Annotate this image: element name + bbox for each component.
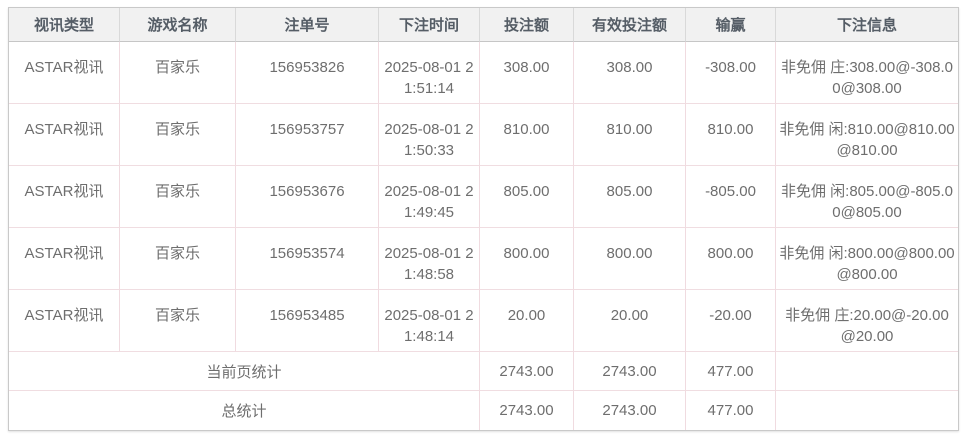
cell-valid-bet-amount: 20.00: [574, 290, 686, 352]
cell-bet-time: 2025-08-01 21:51:14: [379, 42, 480, 104]
header-win-loss: 输赢: [686, 8, 776, 42]
table-header: 视讯类型 游戏名称 注单号 下注时间 投注额 有效投注额 输赢 下注信息: [9, 8, 958, 42]
cell-win-loss: 800.00: [686, 228, 776, 290]
cell-win-loss: -805.00: [686, 166, 776, 228]
cell-bet-info: 非免佣 闲:810.00@810.00@810.00: [776, 104, 958, 166]
header-row: 视讯类型 游戏名称 注单号 下注时间 投注额 有效投注额 输赢 下注信息: [9, 8, 958, 42]
cell-valid-bet-amount: 308.00: [574, 42, 686, 104]
cell-game-name: 百家乐: [120, 166, 236, 228]
header-order-no: 注单号: [236, 8, 379, 42]
cell-valid-bet-amount: 800.00: [574, 228, 686, 290]
cell-bet-amount: 810.00: [480, 104, 574, 166]
cell-game-name: 百家乐: [120, 42, 236, 104]
cell-order-no: 156953826: [236, 42, 379, 104]
summary-label: 总统计: [9, 391, 480, 430]
cell-bet-time: 2025-08-01 21:49:45: [379, 166, 480, 228]
table-footer: 当前页统计 2743.00 2743.00 477.00 总统计 2743.00…: [9, 352, 958, 430]
header-video-type: 视讯类型: [9, 8, 120, 42]
cell-game-name: 百家乐: [120, 228, 236, 290]
cell-bet-time: 2025-08-01 21:50:33: [379, 104, 480, 166]
cell-video-type: ASTAR视讯: [9, 42, 120, 104]
header-bet-amount: 投注额: [480, 8, 574, 42]
table-row: ASTAR视讯 百家乐 156953826 2025-08-01 21:51:1…: [9, 42, 958, 104]
summary-win-loss: 477.00: [686, 391, 776, 430]
bet-records-table: 视讯类型 游戏名称 注单号 下注时间 投注额 有效投注额 输赢 下注信息 AST…: [8, 7, 959, 431]
cell-bet-amount: 805.00: [480, 166, 574, 228]
header-game-name: 游戏名称: [120, 8, 236, 42]
cell-bet-info: 非免佣 闲:800.00@800.00@800.00: [776, 228, 958, 290]
summary-valid-bet-amount: 2743.00: [574, 391, 686, 430]
cell-valid-bet-amount: 810.00: [574, 104, 686, 166]
cell-win-loss: -308.00: [686, 42, 776, 104]
table-row: ASTAR视讯 百家乐 156953757 2025-08-01 21:50:3…: [9, 104, 958, 166]
cell-video-type: ASTAR视讯: [9, 166, 120, 228]
cell-order-no: 156953485: [236, 290, 379, 352]
cell-video-type: ASTAR视讯: [9, 228, 120, 290]
cell-bet-info: 非免佣 闲:805.00@-805.00@805.00: [776, 166, 958, 228]
cell-order-no: 156953574: [236, 228, 379, 290]
cell-bet-time: 2025-08-01 21:48:14: [379, 290, 480, 352]
summary-bet-info: [776, 391, 958, 430]
cell-game-name: 百家乐: [120, 290, 236, 352]
cell-bet-time: 2025-08-01 21:48:58: [379, 228, 480, 290]
table-row: ASTAR视讯 百家乐 156953485 2025-08-01 21:48:1…: [9, 290, 958, 352]
header-bet-info: 下注信息: [776, 8, 958, 42]
cell-bet-amount: 308.00: [480, 42, 574, 104]
cell-bet-amount: 20.00: [480, 290, 574, 352]
cell-bet-info: 非免佣 庄:308.00@-308.00@308.00: [776, 42, 958, 104]
cell-win-loss: 810.00: [686, 104, 776, 166]
table-row: ASTAR视讯 百家乐 156953676 2025-08-01 21:49:4…: [9, 166, 958, 228]
cell-game-name: 百家乐: [120, 104, 236, 166]
summary-bet-info: [776, 352, 958, 391]
table-row: ASTAR视讯 百家乐 156953574 2025-08-01 21:48:5…: [9, 228, 958, 290]
cell-bet-info: 非免佣 庄:20.00@-20.00@20.00: [776, 290, 958, 352]
header-valid-bet-amount: 有效投注额: [574, 8, 686, 42]
cell-video-type: ASTAR视讯: [9, 290, 120, 352]
table-body: ASTAR视讯 百家乐 156953826 2025-08-01 21:51:1…: [9, 42, 958, 352]
cell-win-loss: -20.00: [686, 290, 776, 352]
cell-video-type: ASTAR视讯: [9, 104, 120, 166]
summary-valid-bet-amount: 2743.00: [574, 352, 686, 391]
cell-order-no: 156953757: [236, 104, 379, 166]
summary-row-total: 总统计 2743.00 2743.00 477.00: [9, 391, 958, 430]
cell-valid-bet-amount: 805.00: [574, 166, 686, 228]
cell-bet-amount: 800.00: [480, 228, 574, 290]
summary-bet-amount: 2743.00: [480, 352, 574, 391]
summary-label: 当前页统计: [9, 352, 480, 391]
summary-win-loss: 477.00: [686, 352, 776, 391]
cell-order-no: 156953676: [236, 166, 379, 228]
header-bet-time: 下注时间: [379, 8, 480, 42]
summary-bet-amount: 2743.00: [480, 391, 574, 430]
summary-row-current-page: 当前页统计 2743.00 2743.00 477.00: [9, 352, 958, 391]
